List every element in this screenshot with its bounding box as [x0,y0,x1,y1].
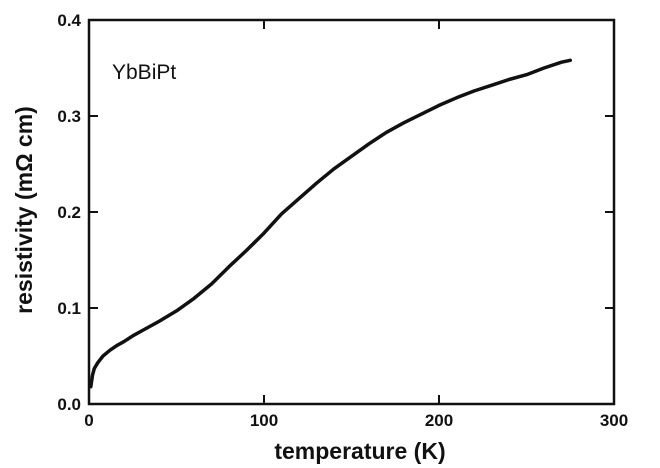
x-axis-title: temperature (K) [274,438,445,464]
y-tick-label: 0.2 [57,203,81,222]
x-tick-label: 300 [600,411,628,430]
resistivity-curve [89,58,573,389]
x-tick-label: 200 [425,411,453,430]
y-tick-label: 0.1 [57,299,81,318]
plot-layer: 0 100 200 300 0.0 0.1 0.2 0.3 0.4 [57,11,628,430]
sample-label: YbBiPt [112,61,176,84]
y-tick-label: 0.3 [57,107,81,126]
x-tick-label: 0 [84,411,93,430]
y-tick-label: 0.4 [57,11,81,30]
x-tick-label: 100 [250,411,278,430]
y-tick-label: 0.0 [57,395,81,414]
y-axis-title: resistivity (mΩ cm) [11,106,37,314]
